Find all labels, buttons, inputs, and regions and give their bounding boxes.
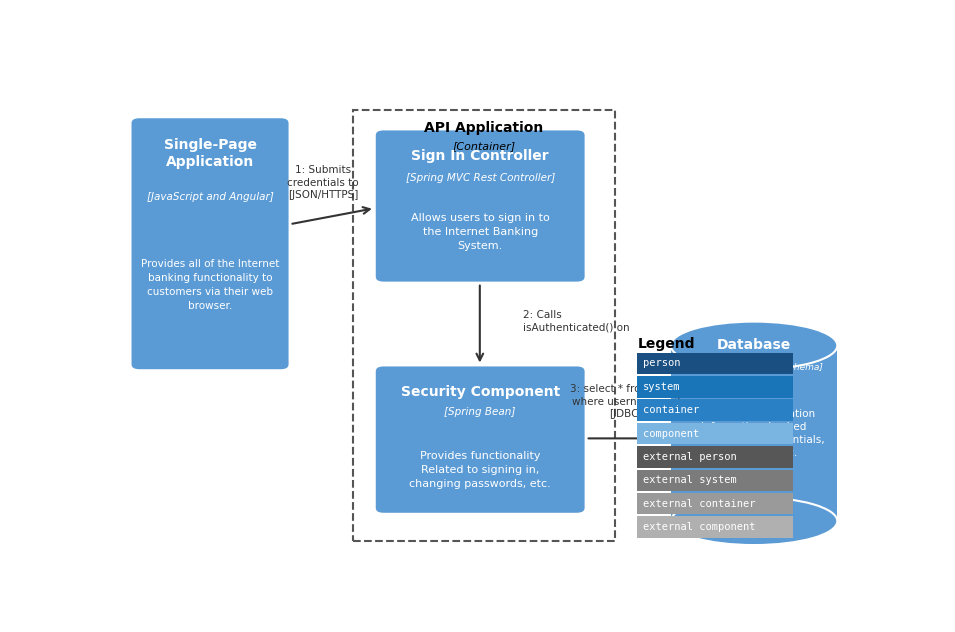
Text: Provides all of the Internet
banking functionality to
customers via their web
br: Provides all of the Internet banking fun… — [140, 259, 279, 311]
Ellipse shape — [670, 322, 838, 370]
FancyBboxPatch shape — [131, 117, 289, 370]
Text: Security Component: Security Component — [400, 385, 560, 399]
Bar — [638, 446, 793, 468]
Text: [Relational Database Schema]: [Relational Database Schema] — [686, 362, 822, 371]
Bar — [638, 376, 793, 398]
Text: external component: external component — [644, 522, 756, 532]
Bar — [670, 346, 838, 521]
Text: external system: external system — [644, 475, 737, 485]
Text: [JavaScript and Angular]: [JavaScript and Angular] — [147, 193, 273, 202]
Text: person: person — [644, 358, 681, 368]
FancyBboxPatch shape — [374, 130, 585, 283]
Text: 1: Submits
credentials to
[JSON/HTTPS]: 1: Submits credentials to [JSON/HTTPS] — [287, 165, 359, 200]
Bar — [638, 516, 793, 538]
Text: Stores user registration
information, hashed
authentication credentials,
access : Stores user registration information, ha… — [684, 409, 824, 458]
Text: 3: select * from users
where username = ?
[JDBC]: 3: select * from users where username = … — [570, 384, 683, 419]
Text: Database: Database — [717, 338, 791, 352]
Text: external container: external container — [644, 499, 756, 509]
Text: container: container — [644, 405, 700, 415]
Text: component: component — [644, 428, 700, 439]
Text: [Container]: [Container] — [453, 142, 516, 152]
Bar — [638, 399, 793, 421]
Bar — [638, 470, 793, 491]
Bar — [638, 423, 793, 444]
Text: Provides functionality
Related to signing in,
changing passwords, etc.: Provides functionality Related to signin… — [410, 451, 551, 489]
Text: [Spring Bean]: [Spring Bean] — [444, 406, 516, 416]
Text: system: system — [644, 382, 681, 392]
Text: 2: Calls
isAuthenticated() on: 2: Calls isAuthenticated() on — [522, 310, 629, 333]
FancyBboxPatch shape — [374, 365, 585, 514]
Text: [Spring MVC Rest Controller]: [Spring MVC Rest Controller] — [406, 173, 555, 183]
Bar — [638, 493, 793, 514]
Text: Single-Page
Application: Single-Page Application — [163, 138, 257, 169]
Text: Legend: Legend — [638, 337, 695, 351]
Text: API Application: API Application — [424, 121, 543, 135]
Text: Allows users to sign in to
the Internet Banking
System.: Allows users to sign in to the Internet … — [411, 212, 549, 250]
Bar — [670, 346, 838, 521]
Bar — [352, 110, 615, 540]
Text: Sign In Controller: Sign In Controller — [412, 149, 549, 163]
Bar — [638, 353, 793, 374]
Text: external person: external person — [644, 452, 737, 462]
Ellipse shape — [670, 497, 838, 545]
